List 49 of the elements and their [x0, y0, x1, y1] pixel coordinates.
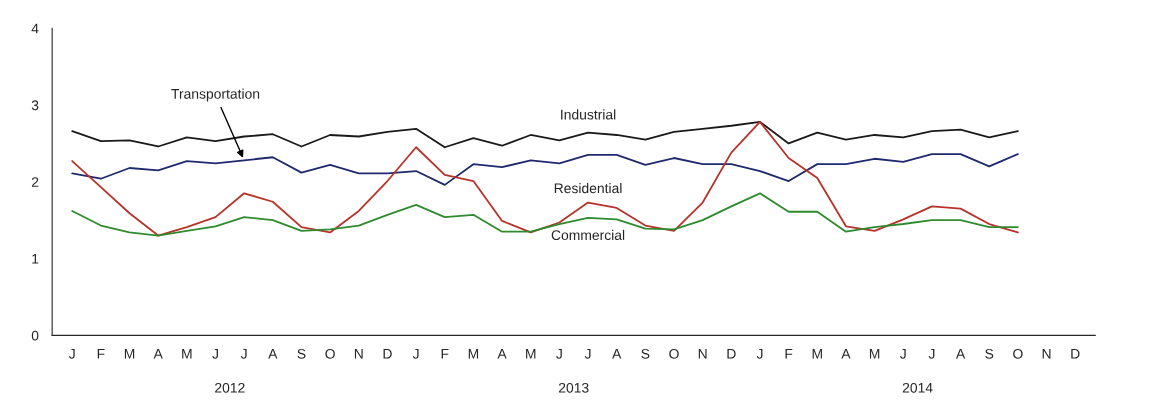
x-tick-label: J: [756, 349, 763, 359]
x-tick-label: A: [612, 349, 622, 359]
x-tick-label: F: [441, 349, 449, 359]
x-tick-label: J: [900, 349, 906, 359]
y-tick-label: 1: [32, 254, 39, 264]
x-tick-label: M: [812, 349, 822, 359]
x-tick-label: J: [584, 349, 591, 359]
x-tick-label: S: [641, 348, 650, 359]
x-tick-label: D: [383, 349, 392, 359]
x-tick-label: A: [955, 349, 966, 359]
text: 2012: [215, 382, 245, 393]
x-tick-label: O: [325, 348, 335, 359]
x-tick-label: D: [727, 349, 736, 359]
x-tick-label: J: [928, 349, 935, 359]
x-tick-label: A: [153, 349, 163, 359]
x-tick-label: D: [1071, 349, 1080, 359]
series-label: Commercial: [551, 229, 625, 241]
y-tick-label: 2: [31, 177, 39, 187]
x-tick-label: M: [869, 349, 880, 359]
text: 2013: [558, 382, 589, 393]
x-tick-label: N: [1042, 349, 1051, 359]
x-tick-label: A: [268, 349, 278, 359]
x-tick-label: A: [841, 349, 851, 359]
x-tick-label: J: [412, 349, 419, 359]
x-tick-label: A: [497, 349, 507, 359]
x-tick-label: J: [240, 349, 247, 359]
x-tick-label: J: [212, 349, 218, 359]
y-tick-label: 0: [31, 330, 39, 341]
x-tick-label: N: [698, 349, 707, 359]
x-tick-label: M: [468, 349, 479, 359]
text: 2014: [902, 382, 933, 393]
series-label: Residential: [554, 183, 622, 194]
series-label: Industrial: [561, 109, 616, 120]
text: Transportation: [171, 88, 260, 102]
x-tick-label: M: [526, 349, 536, 359]
line-series: [71, 121, 1019, 149]
x-tick-label: M: [124, 349, 135, 359]
y-tick-label: 4: [31, 23, 39, 34]
x-tick-label: O: [1013, 348, 1023, 359]
x-tick-label: F: [97, 349, 105, 359]
x-tick-label: O: [669, 348, 679, 359]
x-tick-label: J: [68, 349, 75, 359]
x-tick-label: F: [785, 349, 793, 359]
x-tick-label: J: [556, 349, 562, 359]
y-tick-label: 3: [31, 100, 39, 111]
x-tick-label: M: [182, 349, 192, 359]
x-tick-label: N: [354, 349, 363, 359]
x-tick-label: S: [985, 348, 994, 359]
x-tick-label: S: [297, 348, 306, 359]
